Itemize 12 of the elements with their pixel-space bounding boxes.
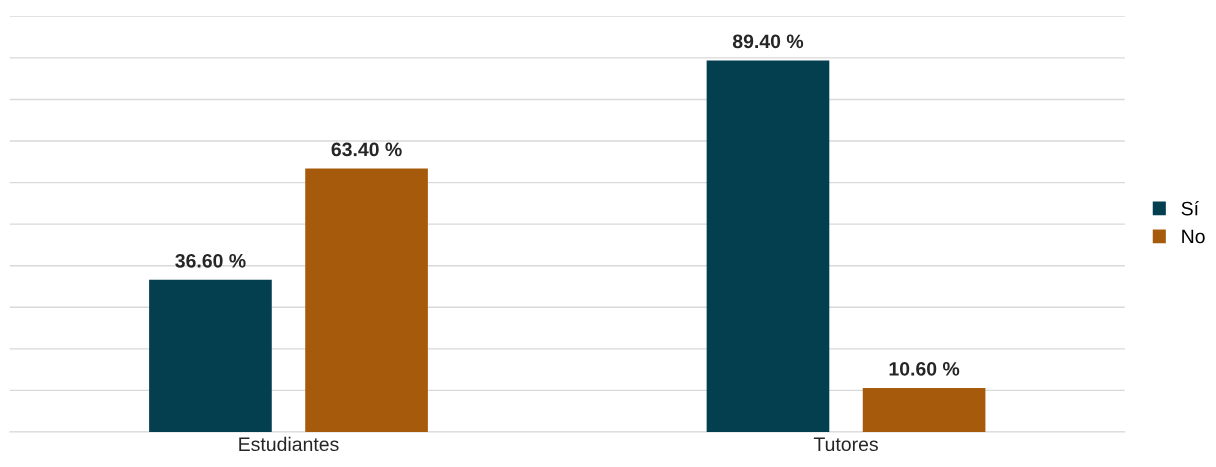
x-tick-label: Tutores xyxy=(813,437,878,452)
bar xyxy=(305,168,428,432)
bar xyxy=(862,387,986,432)
legend-label: No xyxy=(1182,229,1205,244)
data-label: 63.40 % xyxy=(331,142,402,157)
data-label: 89.40 % xyxy=(732,34,804,49)
data-label: 36.60 % xyxy=(175,253,246,268)
bar xyxy=(706,60,830,432)
x-tick-label: Estudiantes xyxy=(239,436,339,452)
data-label: 10.60 % xyxy=(889,361,960,376)
bar xyxy=(149,279,272,432)
legend-label: Sí xyxy=(1181,200,1199,216)
